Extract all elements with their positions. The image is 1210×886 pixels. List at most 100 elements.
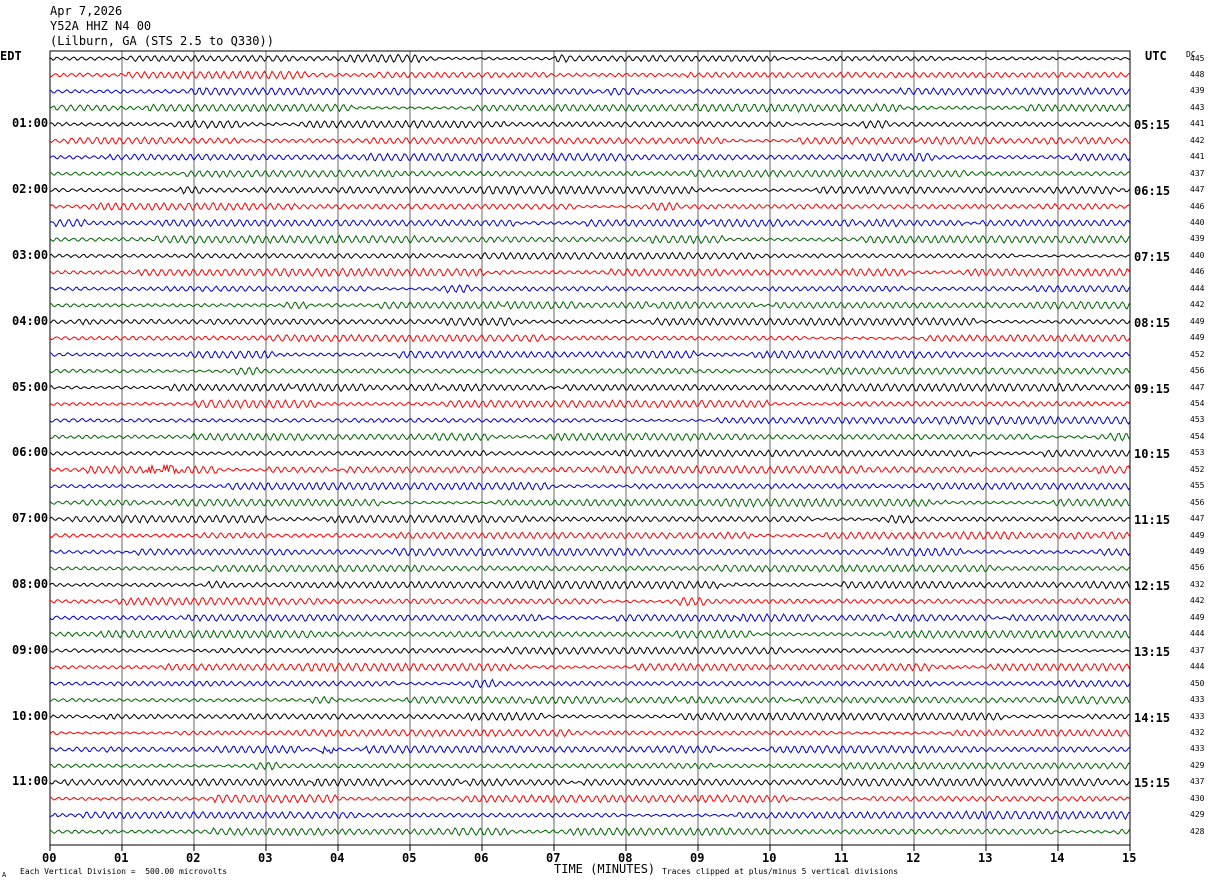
dc-offset-label: 449 <box>1190 612 1205 622</box>
x-tick-label: 03 <box>258 851 273 865</box>
trace-15 <box>49 284 1131 294</box>
dc-offset-label: 428 <box>1190 826 1205 836</box>
trace-32 <box>49 563 1131 573</box>
trace-26 <box>49 463 1131 475</box>
x-tick-label: 01 <box>114 851 129 865</box>
left-axis-label: EDT <box>0 49 22 63</box>
dc-offset-label: 442 <box>1190 135 1205 145</box>
trace-6 <box>49 136 1131 146</box>
right-hour-label: 11:15 <box>1134 513 1171 528</box>
dc-offset-label: 433 <box>1190 744 1205 754</box>
dc-offset-label: 444 <box>1190 283 1205 293</box>
dc-offset-label: 440 <box>1190 218 1205 227</box>
trace-43 <box>49 744 1131 755</box>
trace-24 <box>49 432 1131 442</box>
trace-21 <box>49 382 1131 393</box>
x-axis-title: TIME (MINUTES) <box>554 862 656 876</box>
trace-22 <box>49 398 1131 410</box>
trace-27 <box>49 481 1131 491</box>
left-hour-label: 11:00 <box>12 774 49 789</box>
trace-46 <box>49 793 1131 804</box>
dc-offset-label: 444 <box>1190 629 1205 639</box>
dc-offset-label: 454 <box>1190 431 1205 441</box>
right-hour-label: 06:15 <box>1134 184 1171 199</box>
dc-offset-label: 432 <box>1190 727 1205 737</box>
dc-label: DC <box>1186 50 1196 59</box>
trace-13 <box>49 251 1131 261</box>
trace-3 <box>49 86 1131 97</box>
dc-offset-label: 456 <box>1190 366 1205 376</box>
header-location: (Lilburn, GA (STS 2.5 to Q330)) <box>50 34 274 48</box>
trace-4 <box>49 102 1131 114</box>
trace-37 <box>49 646 1131 656</box>
dc-offset-label: 439 <box>1190 234 1205 244</box>
right-hour-label: 07:15 <box>1134 249 1171 264</box>
dc-offset-label: 449 <box>1190 333 1205 343</box>
trace-33 <box>49 579 1131 590</box>
dc-offset-label: 453 <box>1190 448 1205 458</box>
trace-2 <box>49 70 1131 80</box>
trace-41 <box>49 711 1131 722</box>
dc-offset-label: 455 <box>1190 481 1205 491</box>
right-hour-label: 08:15 <box>1134 315 1171 330</box>
trace-47 <box>49 810 1131 821</box>
trace-42 <box>49 728 1131 738</box>
trace-8 <box>49 169 1131 178</box>
trace-10 <box>49 201 1131 212</box>
trace-20 <box>49 366 1131 376</box>
right-hour-label: 05:15 <box>1134 118 1171 133</box>
trace-23 <box>49 415 1131 426</box>
trace-1 <box>49 53 1131 64</box>
trace-11 <box>49 218 1131 228</box>
left-hour-label: 09:00 <box>12 642 49 657</box>
corner-mark: A <box>2 871 7 879</box>
left-hour-label: 10:00 <box>12 708 49 723</box>
trace-30 <box>49 530 1131 541</box>
dc-offset-label: 449 <box>1190 316 1205 326</box>
left-hour-label: 03:00 <box>12 247 49 262</box>
right-hour-label: 13:15 <box>1134 644 1171 659</box>
dc-offset-label: 439 <box>1190 86 1205 96</box>
right-hour-label: 10:15 <box>1134 447 1171 462</box>
dc-offset-label: 437 <box>1190 168 1205 178</box>
trace-29 <box>49 514 1131 524</box>
trace-34 <box>49 596 1131 607</box>
x-tick-label: 04 <box>330 851 345 865</box>
x-tick-label: 12 <box>906 851 921 865</box>
dc-offset-label: 450 <box>1190 678 1205 688</box>
dc-offset-label: 433 <box>1190 695 1205 705</box>
trace-35 <box>49 613 1131 623</box>
dc-offset-label: 446 <box>1190 267 1205 277</box>
trace-14 <box>49 267 1131 278</box>
left-hour-label: 08:00 <box>12 576 49 591</box>
clip-note: Traces clipped at plus/minus 5 vertical … <box>662 867 899 876</box>
trace-39 <box>49 678 1131 689</box>
x-tick-label: 06 <box>474 851 489 865</box>
x-tick-label: 15 <box>1122 851 1137 865</box>
dc-offset-label: 456 <box>1190 563 1205 573</box>
dc-offset-label: 447 <box>1190 514 1205 524</box>
x-tick-label: 11 <box>834 851 849 865</box>
left-hour-label: 01:00 <box>12 116 49 131</box>
trace-40 <box>49 695 1131 705</box>
trace-17 <box>49 316 1131 327</box>
dc-offset-label: 429 <box>1190 760 1205 770</box>
right-hour-label: 09:15 <box>1134 381 1171 396</box>
right-hour-label: 14:15 <box>1134 710 1171 725</box>
trace-38 <box>49 662 1131 673</box>
left-hour-label: 04:00 <box>12 313 49 328</box>
dc-offset-label: 448 <box>1190 69 1205 79</box>
plot-frame <box>49 50 1131 846</box>
dc-offset-label: 449 <box>1190 530 1205 540</box>
dc-offset-label: 454 <box>1190 398 1205 408</box>
dc-offset-label: 447 <box>1190 185 1205 195</box>
dc-offset-label: 447 <box>1190 382 1205 392</box>
dc-offset-label: 443 <box>1190 102 1205 112</box>
left-hour-label: 07:00 <box>12 511 49 526</box>
dc-offset-label: 452 <box>1190 464 1205 474</box>
trace-9 <box>49 185 1131 196</box>
trace-19 <box>49 349 1131 360</box>
dc-offset-label: 437 <box>1190 645 1205 655</box>
dc-offset-label: 440 <box>1190 250 1205 260</box>
